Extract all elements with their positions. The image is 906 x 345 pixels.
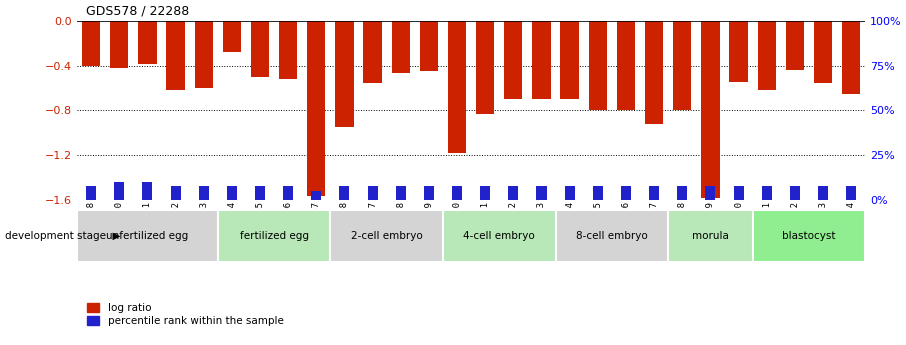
Bar (757, 21, 776, 90)
Text: unfertilized egg: unfertilized egg (106, 231, 188, 241)
Bar (536, 186, 546, 200)
Bar (77, 210, 217, 262)
Bar (114, 182, 124, 200)
Text: 8-cell embryo: 8-cell embryo (576, 231, 648, 241)
Bar (419, 21, 438, 71)
Bar (251, 21, 269, 77)
Bar (170, 186, 180, 200)
Bar (846, 186, 856, 200)
Bar (443, 210, 555, 262)
Bar (673, 21, 691, 110)
Bar (480, 186, 490, 200)
Text: morula: morula (692, 231, 728, 241)
Bar (593, 186, 602, 200)
Text: blastocyst: blastocyst (782, 231, 835, 241)
Text: development stage  ▶: development stage ▶ (5, 231, 120, 241)
Bar (561, 21, 579, 99)
Bar (842, 21, 861, 93)
Bar (753, 210, 865, 262)
Bar (786, 21, 804, 70)
Bar (198, 186, 208, 200)
Text: 4-cell embryo: 4-cell embryo (463, 231, 535, 241)
Bar (217, 210, 331, 262)
Bar (340, 186, 350, 200)
Text: 2-cell embryo: 2-cell embryo (351, 231, 422, 241)
Bar (814, 21, 832, 83)
Bar (617, 21, 635, 110)
Bar (223, 21, 241, 52)
Bar (283, 186, 294, 200)
Bar (734, 186, 744, 200)
Bar (139, 21, 157, 65)
Text: fertilized egg: fertilized egg (239, 231, 309, 241)
Bar (677, 186, 688, 200)
Bar (279, 21, 297, 79)
Bar (335, 21, 353, 127)
Bar (255, 186, 265, 200)
Bar (706, 186, 716, 200)
Bar (729, 21, 747, 82)
Bar (645, 21, 663, 124)
Bar (195, 21, 213, 88)
Bar (396, 186, 406, 200)
Bar (589, 21, 607, 110)
Bar (167, 21, 185, 90)
Bar (621, 186, 631, 200)
Bar (86, 186, 96, 200)
Bar (508, 186, 518, 200)
Bar (424, 186, 434, 200)
Legend: log ratio, percentile rank within the sample: log ratio, percentile rank within the sa… (87, 303, 284, 326)
Bar (142, 182, 152, 200)
Bar (448, 21, 467, 153)
Bar (476, 21, 495, 114)
Bar (307, 21, 325, 196)
Bar (111, 21, 129, 68)
Bar (762, 186, 772, 200)
Bar (363, 21, 381, 83)
Text: GDS578 / 22288: GDS578 / 22288 (86, 4, 189, 17)
Bar (790, 186, 800, 200)
Bar (668, 210, 753, 262)
Bar (312, 191, 322, 200)
Bar (82, 21, 101, 66)
Bar (452, 186, 462, 200)
Bar (505, 21, 523, 99)
Bar (391, 21, 410, 73)
Bar (649, 186, 660, 200)
Bar (533, 21, 551, 99)
Bar (331, 210, 443, 262)
Bar (226, 186, 236, 200)
Bar (368, 186, 378, 200)
Bar (564, 186, 574, 200)
Bar (818, 186, 828, 200)
Bar (701, 21, 719, 198)
Bar (555, 210, 668, 262)
